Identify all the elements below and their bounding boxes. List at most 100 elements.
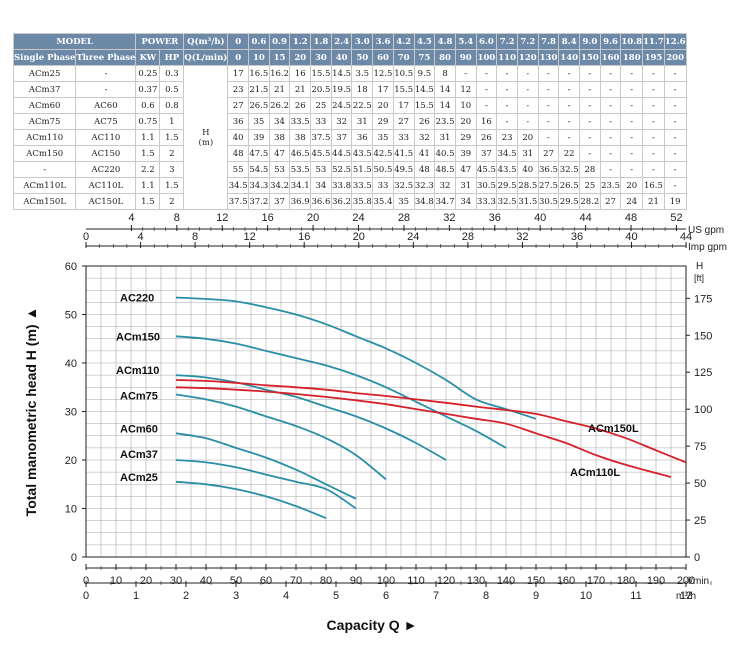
tick-label-usgpm: 36 xyxy=(489,212,501,224)
three-phase-model: AC150L xyxy=(75,193,137,210)
q-m3h-value: 4.2 xyxy=(392,33,415,50)
kw-value: 1.5 xyxy=(135,193,161,210)
tick-label-m3h: 2 xyxy=(183,590,189,602)
q-m3h-value: 4.8 xyxy=(434,33,456,50)
tick-label-usgpm: 44 xyxy=(579,212,591,224)
q-lmin-value: 110 xyxy=(496,49,518,66)
curve-ac220 xyxy=(175,296,537,420)
tick-label-lmin: 80 xyxy=(320,575,332,587)
curve-acm75 xyxy=(175,393,387,481)
curve-label-acm25: ACm25 xyxy=(120,472,158,484)
curve-label-acm75: ACm75 xyxy=(120,391,158,403)
q-lmin-value: 180 xyxy=(620,49,644,66)
tick-label-lmin: 130 xyxy=(467,575,485,587)
power-header: POWER xyxy=(135,33,185,50)
tick-label-impgpm: 28 xyxy=(462,231,474,243)
tick-label-m3h: 0 xyxy=(83,590,89,602)
q-m3h-value: 4.5 xyxy=(413,33,436,50)
single-phase-header: Single Phase xyxy=(12,49,77,66)
usgpm-unit: US gpm xyxy=(688,225,724,236)
head-value: 32.5 xyxy=(496,193,518,210)
tick-label-impgpm: 4 xyxy=(137,231,143,243)
curve-acm60 xyxy=(175,432,357,500)
tick-label-head-ft: 175 xyxy=(694,293,712,305)
tick-label-lmin: 70 xyxy=(290,575,302,587)
curve-acm25 xyxy=(175,480,327,520)
table-row: ACm110L AC110L 1.1 1.5 34.5 34.3 34.2 34.1 34 33.… xyxy=(12,177,687,194)
tick-label-lmin: 60 xyxy=(260,575,272,587)
tick-label-usgpm: 24 xyxy=(352,212,364,224)
tick-label-lmin: 160 xyxy=(557,575,575,587)
tick-label-m3h: 11 xyxy=(630,590,641,602)
impgpm-unit: Imp gpm xyxy=(688,242,727,253)
curve-acm110 xyxy=(175,374,447,461)
q-m3h-value: 9.6 xyxy=(599,33,622,50)
tick-label-head-m: 0 xyxy=(71,552,77,564)
head-unit: (m) xyxy=(198,137,214,148)
q-m3h-value: 0.9 xyxy=(268,33,291,50)
table-row: - AC220 2.2 3 55 54.5 53 53.5 53 52.5 51.5 50.5 49.5… xyxy=(12,161,687,178)
y-axis-title: Total manometric head H (m) ▲ xyxy=(23,307,39,517)
tick-label-impgpm: 20 xyxy=(353,231,365,243)
tick-label-usgpm: 20 xyxy=(307,212,319,224)
tick-label-lmin: 110 xyxy=(407,575,425,587)
head-label: H xyxy=(202,127,210,138)
curve-label-acm110l: ACm110L xyxy=(570,467,620,479)
tick-label-m3h: 6 xyxy=(383,590,389,602)
q-m3h-value: 0.6 xyxy=(248,33,270,50)
q-lmin-value: 150 xyxy=(579,49,601,66)
q-m3h-value: 2.4 xyxy=(330,33,353,50)
tick-label-head-m: 60 xyxy=(65,261,77,273)
tick-label-m3h: 7 xyxy=(433,590,439,602)
table-row: ACm75 AC75 0.75 1 36 35 34 33.5 33 32 31 29 27 26 23.5… xyxy=(12,113,687,130)
q-m3h-value: 1.8 xyxy=(310,33,332,50)
tick-label-usgpm: 52 xyxy=(670,212,682,224)
tick-label-usgpm: 28 xyxy=(398,212,410,224)
curve-acm150l xyxy=(175,379,687,464)
curve-label-acm60: ACm60 xyxy=(120,423,158,435)
tick-label-usgpm: 40 xyxy=(534,212,546,224)
table-row: ACm110 AC110 1.1 1.5 40 39 38 38 37.5 37 36 35 33 32 3… xyxy=(12,129,687,146)
tick-label-lmin: 30 xyxy=(170,575,182,587)
m3h-unit: m³/h xyxy=(676,591,696,602)
tick-label-impgpm: 32 xyxy=(516,231,528,243)
tick-label-head-ft: 125 xyxy=(694,367,712,379)
tick-label-lmin: 10 xyxy=(110,575,122,587)
tick-label-usgpm: 8 xyxy=(174,212,180,224)
q-lmin-value: 10 xyxy=(248,49,270,66)
tick-label-lmin: 120 xyxy=(437,575,455,587)
tick-label-m3h: 3 xyxy=(233,590,239,602)
single-phase-model: ACm150L xyxy=(12,193,77,210)
tick-label-head-m: 50 xyxy=(65,310,77,322)
q-lmin-value: 30 xyxy=(310,49,332,66)
tick-label-lmin: 90 xyxy=(350,575,362,587)
curve-acm150 xyxy=(175,335,507,449)
tick-label-usgpm: 4 xyxy=(128,212,134,224)
tick-label-head-ft: 100 xyxy=(694,404,712,416)
tick-label-head-m: 40 xyxy=(65,358,77,370)
curve-label-acm150: ACm150 xyxy=(116,331,160,343)
tick-label-m3h: 4 xyxy=(283,590,289,602)
tick-label-head-ft: 0 xyxy=(694,552,700,564)
tick-label-m3h: 8 xyxy=(483,590,489,602)
tick-label-lmin: 180 xyxy=(617,575,635,587)
tick-label-impgpm: 36 xyxy=(571,231,583,243)
head-value: 34.7 xyxy=(434,193,456,210)
tick-label-m3h: 10 xyxy=(580,590,592,602)
tick-label-head-ft: 150 xyxy=(694,330,712,342)
tick-label-head-m: 20 xyxy=(65,455,77,467)
q-lmin-header: Q(L/min) xyxy=(183,49,229,66)
tick-label-impgpm: 12 xyxy=(244,231,256,243)
q-lmin-value: 90 xyxy=(454,49,477,66)
performance-table: MODEL POWER Q(m³/h) 0 0.6 0.9 1.2 1.8 2.4 3.0 3.6 4… xyxy=(12,33,687,210)
lmin-unit: l/min xyxy=(688,576,709,587)
head-value: 31.5 xyxy=(516,193,539,210)
tick-label-impgpm: 24 xyxy=(407,231,419,243)
tick-label-m3h: 9 xyxy=(533,590,539,602)
curve-acm110l xyxy=(175,386,672,478)
tick-label-impgpm: 16 xyxy=(298,231,310,243)
head-value: 35.4 xyxy=(372,193,394,210)
curve-label-acm110: ACm110 xyxy=(116,365,159,377)
tick-label-usgpm: 48 xyxy=(625,212,637,224)
q-m3h-value: 9.0 xyxy=(579,33,601,50)
